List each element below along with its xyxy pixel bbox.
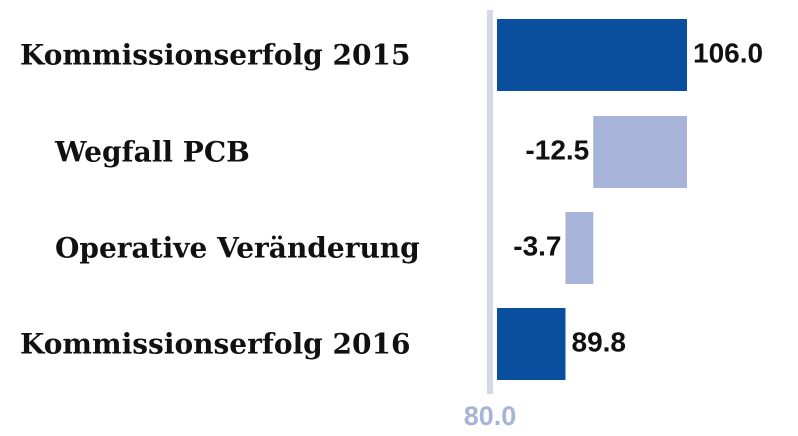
value-label: -3.7 bbox=[513, 230, 561, 261]
bar bbox=[497, 308, 566, 380]
category-label: Operative Veränderung bbox=[55, 232, 420, 265]
x-tick-label: 80.0 bbox=[464, 401, 517, 431]
category-label: Kommissionserfolg 2015 bbox=[20, 39, 410, 72]
value-label: -12.5 bbox=[525, 134, 589, 165]
category-label: Wegfall PCB bbox=[54, 136, 250, 169]
value-label: 106.0 bbox=[693, 37, 763, 68]
value-label: 89.8 bbox=[572, 326, 627, 357]
bar bbox=[593, 116, 687, 188]
bar bbox=[565, 212, 594, 284]
bar bbox=[497, 19, 687, 91]
category-label: Kommissionserfolg 2016 bbox=[20, 328, 410, 361]
